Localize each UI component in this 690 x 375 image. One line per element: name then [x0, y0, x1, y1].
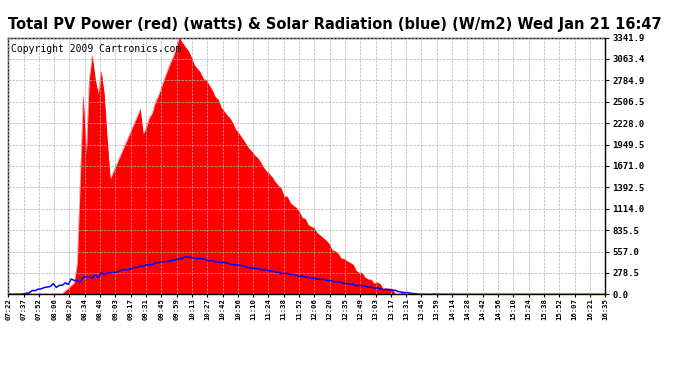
Text: Copyright 2009 Cartronics.com: Copyright 2009 Cartronics.com	[11, 44, 181, 54]
Text: Total PV Power (red) (watts) & Solar Radiation (blue) (W/m2) Wed Jan 21 16:47: Total PV Power (red) (watts) & Solar Rad…	[8, 17, 662, 32]
